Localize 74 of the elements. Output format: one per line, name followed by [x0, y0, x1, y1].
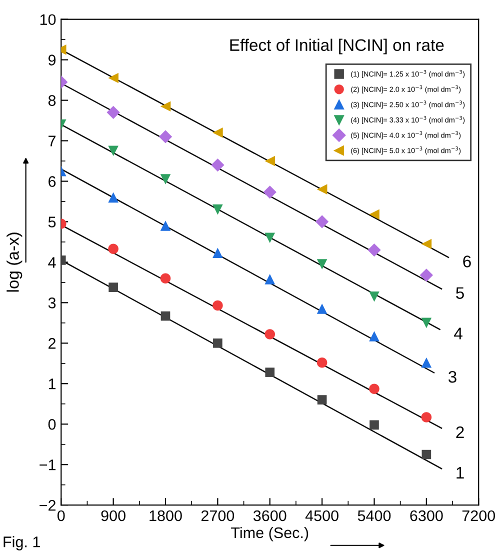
- point: [316, 184, 328, 194]
- x-axis-title: Time (Sec.): [231, 526, 308, 542]
- y-tick-label: 7: [48, 136, 56, 146]
- x-tick-label: 5400: [358, 510, 391, 522]
- series-label: 4: [454, 328, 462, 340]
- point: [160, 311, 170, 321]
- point: [158, 130, 172, 144]
- point: [264, 232, 276, 244]
- point: [421, 318, 432, 328]
- x-tick-label: 2700: [201, 510, 234, 522]
- point: [265, 368, 275, 377]
- point: [369, 384, 380, 394]
- point: [264, 329, 276, 340]
- point: [316, 304, 328, 314]
- point: [108, 146, 118, 156]
- y-tick-label: 3: [48, 298, 56, 308]
- x-tick-label: 900: [101, 510, 126, 522]
- x-tick-label: 1800: [150, 510, 182, 522]
- point: [264, 274, 276, 284]
- point: [368, 243, 381, 257]
- point: [369, 291, 380, 302]
- x-tick-label: 7200: [462, 510, 496, 522]
- y-tick-label: −2: [40, 500, 56, 511]
- point: [421, 412, 432, 422]
- point: [421, 357, 432, 368]
- point: [264, 156, 276, 166]
- x-tick-label: 4500: [305, 510, 338, 522]
- text: Effect of Initial [NCIN] on rate: [230, 38, 444, 54]
- point: [263, 186, 276, 199]
- point: [369, 209, 380, 220]
- point: [160, 220, 171, 231]
- x-tick-label: 0: [57, 510, 65, 522]
- point: [315, 215, 329, 228]
- y-tick-label: 6: [48, 176, 56, 187]
- point: [108, 282, 118, 292]
- y-tick-label: 5: [48, 216, 56, 228]
- point: [106, 106, 120, 120]
- series-label: 6: [463, 256, 471, 268]
- y-axis-title: log (a-x): [6, 232, 22, 292]
- point: [160, 273, 171, 284]
- point: [108, 72, 118, 84]
- y-tick-label: 8: [48, 95, 56, 106]
- point: [422, 450, 432, 460]
- y-tick-label: 10: [40, 14, 56, 26]
- y-tick-label: 1: [48, 378, 56, 390]
- series-label: 3: [448, 370, 456, 383]
- point: [316, 357, 328, 368]
- point: [160, 101, 171, 112]
- point: [421, 238, 432, 250]
- y-tick-label: 9: [48, 54, 56, 66]
- point: [212, 204, 223, 215]
- caption: Fig. 1: [4, 536, 40, 550]
- point: [316, 259, 328, 270]
- point: [317, 395, 327, 404]
- point: [369, 331, 380, 342]
- y-tick-label: −1: [40, 460, 56, 470]
- y-tick-label: 2: [48, 338, 56, 349]
- point: [213, 338, 222, 348]
- point: [370, 420, 379, 430]
- series-label: 1: [456, 467, 464, 479]
- y-tick-label: 4: [48, 257, 56, 268]
- point: [108, 192, 118, 203]
- y-tick-label: 0: [48, 418, 56, 430]
- point: [108, 244, 118, 254]
- x-tick-label: 3600: [253, 510, 286, 522]
- point: [212, 300, 223, 311]
- series-label: 5: [456, 287, 464, 299]
- point: [211, 158, 224, 172]
- point: [420, 268, 434, 282]
- point: [212, 248, 223, 258]
- series-label: 2: [456, 426, 464, 438]
- x-tick-label: 6300: [410, 510, 443, 522]
- point: [212, 128, 223, 138]
- point: [160, 174, 171, 184]
